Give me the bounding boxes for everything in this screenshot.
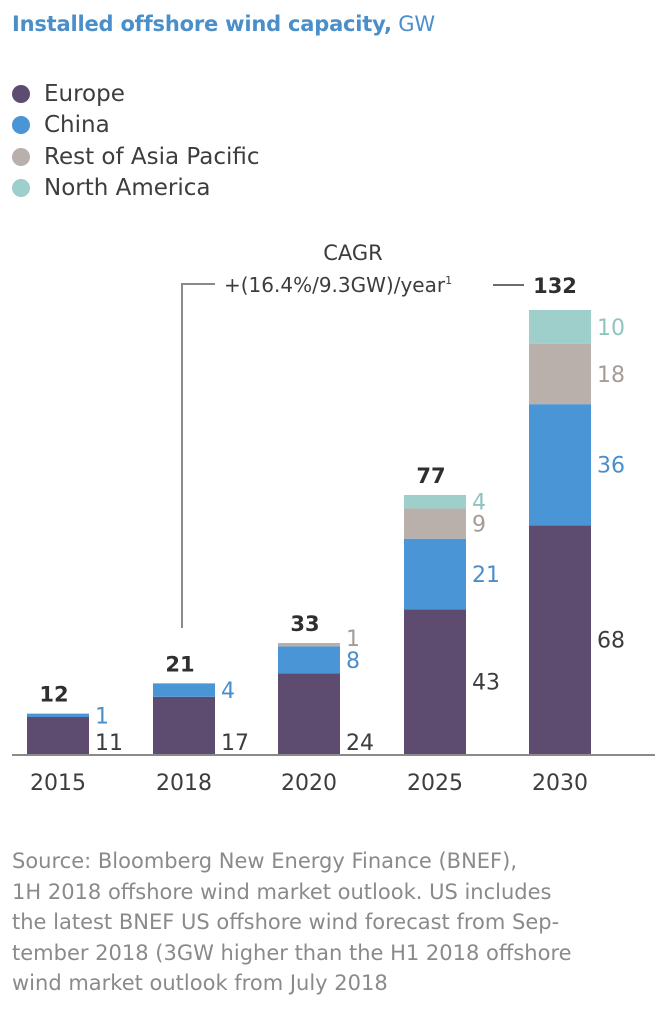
total-label-2015: 12 <box>39 683 68 707</box>
legend-swatch-north-america <box>12 179 30 198</box>
segment-label-china-2015: 1 <box>95 704 109 729</box>
segment-label-rest-of-asia-pacific-2030: 18 <box>597 363 625 388</box>
source-line: tember 2018 (3GW higher than the H1 2018… <box>12 940 572 965</box>
segment-label-europe-2025: 43 <box>472 671 500 696</box>
segment-label-rest-of-asia-pacific-2020: 1 <box>346 627 360 652</box>
legend: Europe China Rest of Asia Pacific North … <box>12 78 260 204</box>
legend-item-rest-of-asia-pacific: Rest of Asia Pacific <box>12 141 260 173</box>
source-line: wind market outlook from July 2018 <box>12 971 388 995</box>
cagr-footnote: 1 <box>445 274 452 287</box>
segment-label-north-america-2025: 4 <box>472 491 486 516</box>
source-line: Source: Bloomberg New Energy Finance (BN… <box>12 849 518 873</box>
bar-segment-china-2030 <box>529 404 591 526</box>
segment-label-europe-2018: 17 <box>221 731 249 756</box>
x-tick-label-2030: 2030 <box>532 771 588 796</box>
legend-item-china: China <box>12 110 260 142</box>
segment-label-rest-of-asia-pacific-2025: 9 <box>472 513 486 538</box>
chart-title-unit: GW <box>398 12 435 36</box>
bar-segment-china-2020 <box>278 646 340 674</box>
bars-layer <box>27 310 591 754</box>
legend-label: Rest of Asia Pacific <box>44 143 260 170</box>
legend-item-europe: Europe <box>12 78 260 110</box>
total-label-2025: 77 <box>416 464 445 488</box>
legend-item-north-america: North America <box>12 173 260 205</box>
x-tick-label-2020: 2020 <box>281 771 337 796</box>
bar-segment-europe-2020 <box>278 673 340 754</box>
cagr-bracket <box>181 283 215 628</box>
legend-swatch-rest-of-asia-pacific <box>12 147 30 166</box>
source-note: Source: Bloomberg New Energy Finance (BN… <box>12 846 662 999</box>
bar-segment-europe-2018 <box>153 696 215 754</box>
segment-label-china-2030: 36 <box>597 454 625 479</box>
labels-layer: 1111220151742120182481332020432194772025… <box>30 274 625 796</box>
cagr-rate-text: +(16.4%/9.3GW)/year <box>224 273 446 297</box>
bar-segment-europe-2015 <box>27 717 89 754</box>
source-line: 1H 2018 offshore wind market outlook. US… <box>12 879 552 904</box>
segment-label-china-2025: 21 <box>472 563 500 588</box>
chart-title-main: Installed offshore wind capacity, <box>12 12 392 36</box>
segment-label-europe-2020: 24 <box>346 731 374 756</box>
cagr-label: CAGR <box>323 241 383 265</box>
segment-label-china-2018: 4 <box>221 679 235 704</box>
legend-swatch-china <box>12 116 30 135</box>
bar-segment-north-america-2030 <box>529 310 591 344</box>
legend-label: Europe <box>44 80 125 107</box>
bar-segment-europe-2030 <box>529 525 591 754</box>
bar-segment-rest-of-asia-pacific-2020 <box>278 643 340 647</box>
bar-segment-rest-of-asia-pacific-2030 <box>529 343 591 405</box>
total-label-2018: 21 <box>165 652 194 676</box>
bar-segment-north-america-2025 <box>404 495 466 509</box>
chart-title: Installed offshore wind capacity, GW <box>12 12 435 36</box>
x-tick-label-2018: 2018 <box>156 771 212 796</box>
total-label-2030: 132 <box>533 274 577 298</box>
x-tick-label-2025: 2025 <box>407 771 463 796</box>
legend-label: China <box>44 112 110 139</box>
source-line: the latest BNEF US offshore wind forecas… <box>12 910 560 934</box>
legend-swatch-europe <box>12 84 30 103</box>
segment-label-north-america-2030: 10 <box>597 316 625 341</box>
bar-segment-china-2018 <box>153 683 215 697</box>
segment-label-europe-2030: 68 <box>597 629 625 654</box>
total-label-2020: 33 <box>290 612 319 636</box>
legend-label: North America <box>44 175 211 202</box>
bar-segment-europe-2025 <box>404 609 466 754</box>
segment-label-europe-2015: 11 <box>95 731 123 756</box>
segment-label-china-2020: 8 <box>346 649 360 674</box>
stacked-bar-chart: 1111220151742120182481332020432194772025… <box>12 241 655 796</box>
x-tick-label-2015: 2015 <box>30 771 86 796</box>
bar-segment-rest-of-asia-pacific-2025 <box>404 508 466 539</box>
bar-segment-china-2015 <box>27 713 89 717</box>
bar-segment-china-2025 <box>404 538 466 610</box>
cagr-rate: +(16.4%/9.3GW)/year1 <box>224 273 452 297</box>
